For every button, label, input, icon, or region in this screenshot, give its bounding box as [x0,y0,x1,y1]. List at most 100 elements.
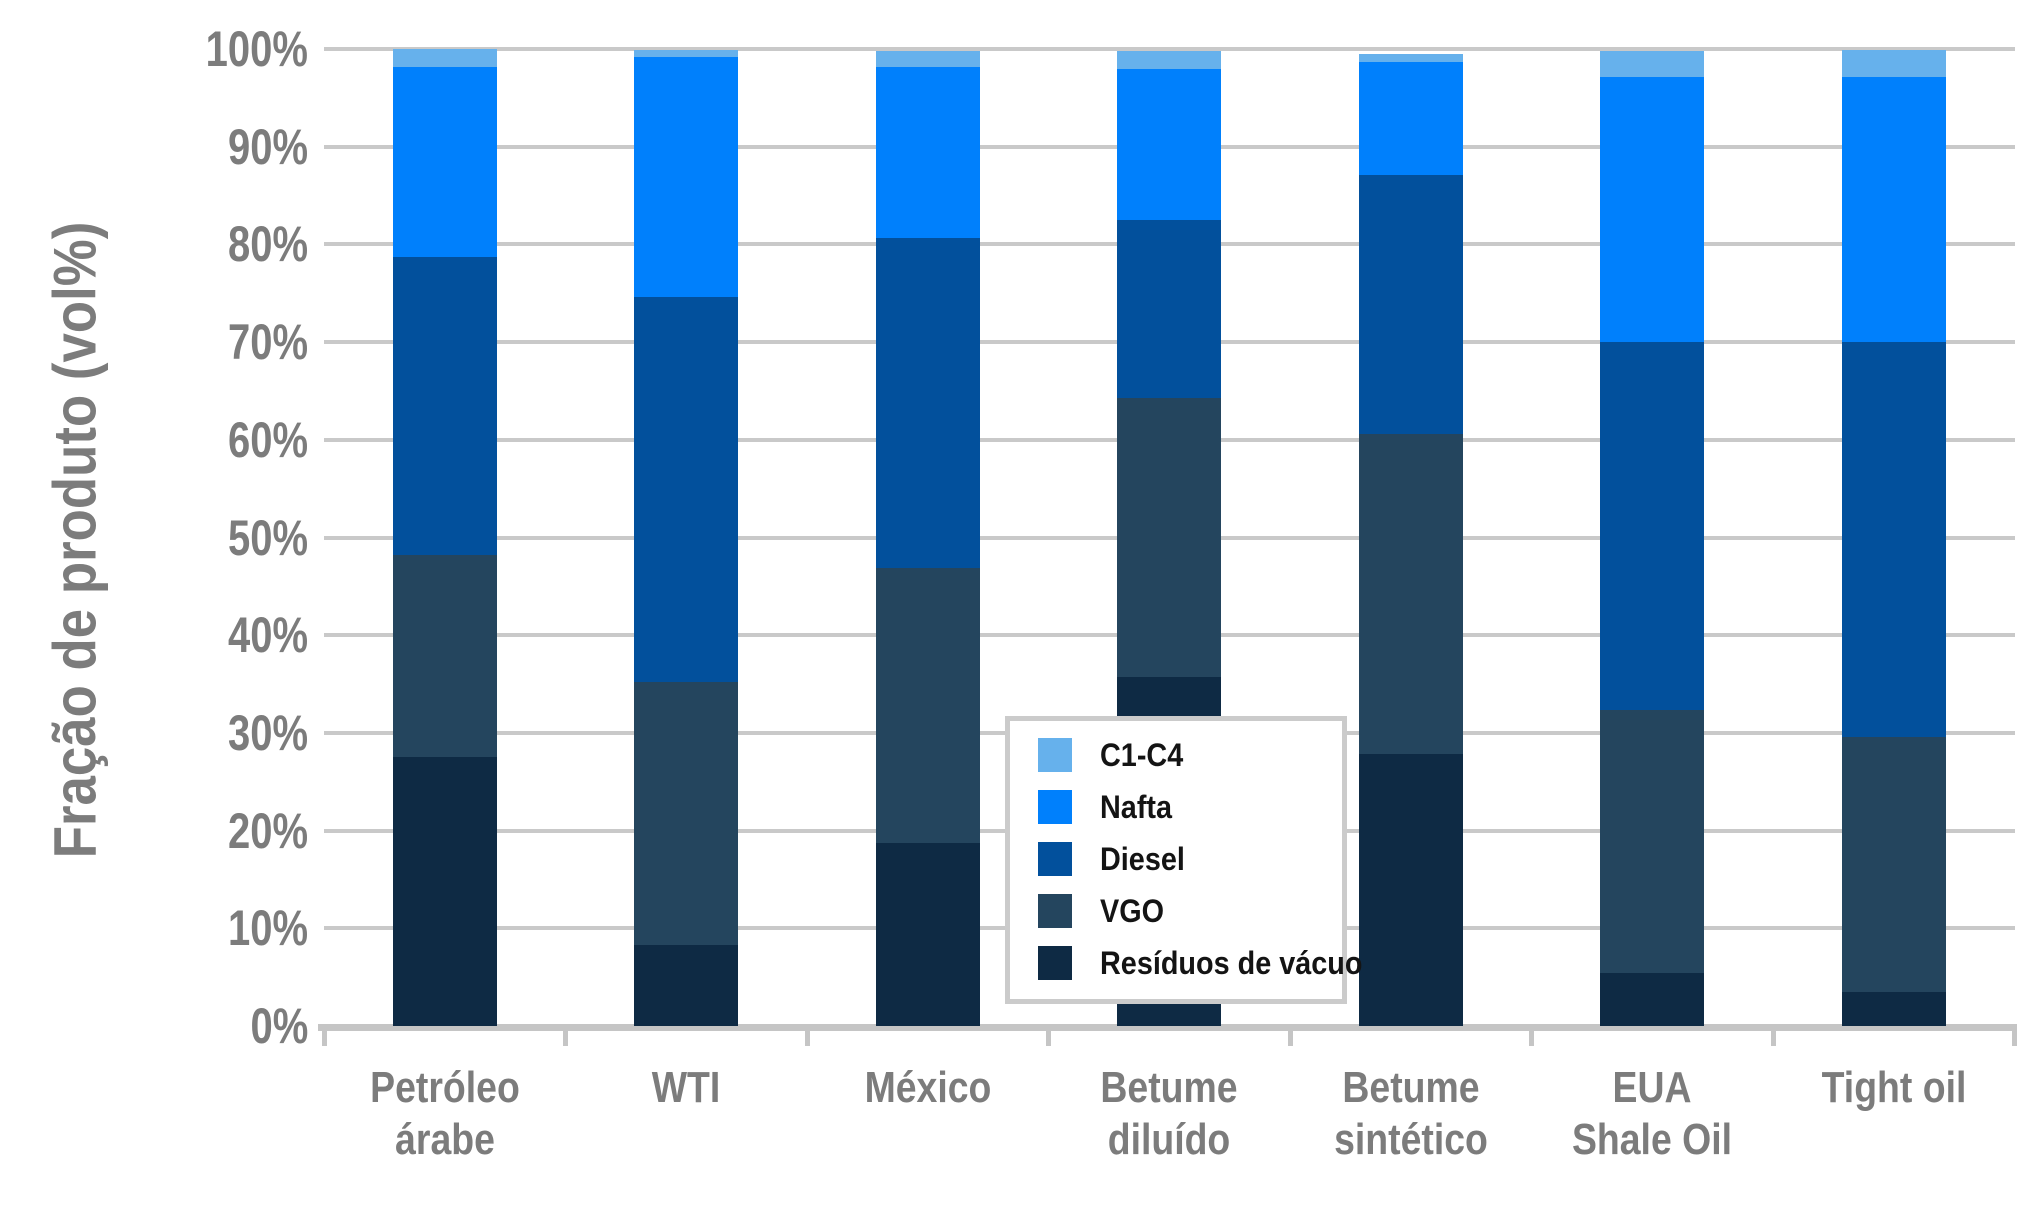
legend-swatch-c1-c4 [1038,738,1072,772]
bar-segment-betume-sintético-3 [1358,61,1463,176]
legend-label: Nafta [1100,789,1173,825]
y-tick-label: 50% [18,513,308,563]
legend-swatch-diesel [1038,842,1072,876]
x-axis-tick [1529,1030,1534,1046]
x-category-label: Tight oil [1783,1062,2004,1114]
bar-segment-betume-sintético-1 [1358,433,1463,755]
x-category-label: Petróleo árabe [334,1062,555,1166]
legend-box: C1-C4 Nafta Diesel VGO Resíduos de vácuo [1005,716,1362,1004]
x-category-label-line: Betume [1342,1063,1480,1112]
bar-segment-méxico-4 [875,50,980,67]
legend-label: Diesel [1100,841,1185,877]
x-axis-tick [1046,1030,1051,1046]
y-tick-label: 20% [18,806,308,856]
y-tick-label-text: 20% [227,802,308,859]
y-tick-label-text: 10% [227,900,308,957]
x-category-label: Betume sintético [1300,1062,1521,1166]
bar-segment-tight oil-0 [1841,991,1946,1026]
y-tick-label-text: 90% [227,118,308,175]
legend-swatch-nafta [1038,790,1072,824]
bar-segment-eua-shale oil-0 [1600,973,1705,1026]
bar-segment-wti-2 [634,297,739,683]
x-axis-line [318,1024,2017,1031]
bar-segment-eua-shale oil-4 [1600,50,1705,78]
y-tick-label: 40% [18,610,308,660]
bar-segment-petróleo-árabe-0 [392,757,497,1026]
y-tick-label-text: 80% [227,216,308,273]
bar-segment-petróleo-árabe-3 [392,66,497,258]
x-category-label-line: Betume [1100,1063,1238,1112]
x-axis-tick [1287,1030,1293,1046]
y-tick-label-text: 100% [205,21,308,77]
legend-label: VGO [1100,893,1165,929]
x-category-label-line: sintético [1333,1114,1488,1164]
bar-segment-tight oil-4 [1841,49,1946,78]
y-tick-label: 30% [18,708,308,758]
x-axis-tick [1770,1030,1776,1046]
legend-swatch-vgo [1038,894,1072,928]
bar-segment-betume-diluído-1 [1117,397,1222,678]
bar-segment-méxico-1 [875,567,980,844]
y-tick-label-text: 60% [227,411,308,468]
y-tick-label: 10% [18,903,308,953]
bar-segment-tight oil-3 [1841,77,1946,343]
x-category-label-line: Petróleo [369,1063,520,1112]
bar-segment-betume-diluído-3 [1117,68,1222,220]
y-tick-label: 0% [18,1001,308,1051]
bar-segment-méxico-0 [875,843,980,1026]
bar-segment-tight oil-1 [1841,736,1946,992]
x-category-label-line: Tight oil [1821,1063,1967,1112]
y-tick-label: 80% [18,219,308,269]
y-tick-label-text: 30% [227,704,308,761]
x-category-label-line: WTI [651,1063,721,1112]
y-tick-label: 90% [18,122,308,172]
bar-segment-betume-sintético-4 [1358,53,1463,62]
gridline-100 [324,47,2015,51]
bar-segment-betume-sintético-0 [1358,754,1463,1026]
bar-segment-petróleo-árabe-1 [392,555,497,758]
legend-label: C1-C4 [1100,737,1184,773]
x-category-label-line: Shale Oil [1572,1114,1733,1164]
bar-segment-wti-0 [634,944,739,1026]
legend-swatch-res-duos-de-v-cuo [1038,946,1072,980]
x-category-label: WTI [576,1062,797,1114]
y-tick-label: 70% [18,317,308,367]
x-category-label-line: diluído [1107,1114,1231,1164]
x-category-label-line: México [864,1063,992,1112]
y-tick-label: 60% [18,415,308,465]
legend-label: Resíduos de vácuo [1100,945,1363,981]
legend-row: Diesel [1010,842,1342,876]
bar-segment-wti-1 [634,682,739,945]
legend-row: Nafta [1010,790,1342,824]
legend-row: C1-C4 [1010,738,1342,772]
bar-segment-betume-sintético-2 [1358,175,1463,434]
bar-segment-méxico-2 [875,237,980,568]
bar-segment-petróleo-árabe-4 [392,49,497,67]
x-axis-tick [321,1030,327,1046]
y-tick-label-text: 0% [250,998,308,1054]
x-axis-tick [2012,1030,2017,1046]
x-category-label-line: árabe [394,1114,495,1164]
y-tick-label-text: 70% [227,314,308,371]
x-category-label: EUA Shale Oil [1542,1062,1763,1166]
x-category-label-line: EUA [1612,1063,1692,1112]
x-category-label: Betume diluído [1059,1062,1280,1166]
bar-segment-betume-diluído-2 [1117,219,1222,398]
y-tick-label: 100% [18,24,308,74]
bar-segment-betume-diluído-4 [1117,50,1222,69]
bar-segment-méxico-3 [875,66,980,238]
x-axis-tick [804,1030,810,1046]
bar-segment-eua-shale oil-3 [1600,77,1705,343]
legend-row: Resíduos de vácuo [1010,946,1362,980]
bar-segment-wti-4 [634,49,739,57]
x-axis-tick [563,1030,568,1046]
bar-segment-eua-shale oil-2 [1600,342,1705,711]
bar-segment-wti-3 [634,56,739,298]
bar-segment-tight oil-2 [1841,342,1946,737]
legend-row: VGO [1010,894,1342,928]
y-tick-label-text: 50% [227,509,308,566]
x-category-label: México [817,1062,1038,1114]
bar-segment-eua-shale oil-1 [1600,710,1705,974]
bar-segment-petróleo-árabe-2 [392,257,497,556]
